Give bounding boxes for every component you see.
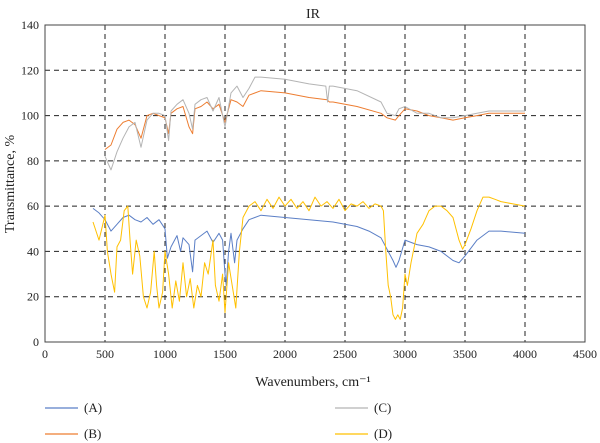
y-tick-label: 80 — [27, 154, 39, 168]
legend-label-2: (C) — [374, 400, 391, 415]
x-tick-label: 1000 — [153, 347, 177, 361]
plot-area-border — [44, 24, 586, 343]
y-tick-label: 20 — [27, 290, 39, 304]
x-tick-label: 3500 — [453, 347, 477, 361]
legend-label-3: (D) — [374, 426, 392, 441]
y-axis-ticks: 0 20 40 60 80 100 120 140 — [21, 18, 39, 349]
x-tick-label: 1500 — [213, 347, 237, 361]
chart-title: IR — [306, 7, 321, 22]
x-tick-label: 3000 — [393, 347, 417, 361]
series-line-3 — [92, 196, 526, 320]
x-axis-label: Wavenumbers, cm⁻¹ — [255, 375, 370, 390]
x-axis-ticks: 0 500 1000 1500 2000 2500 3000 3500 4000 4500 — [42, 347, 597, 361]
x-tick-label: 0 — [42, 347, 48, 361]
x-tick-label: 4000 — [513, 347, 537, 361]
y-tick-label: 40 — [27, 244, 39, 258]
series-line-1 — [104, 90, 525, 150]
grid-lines — [45, 25, 585, 342]
legend-label-0: (A) — [84, 400, 102, 415]
y-axis-label: Transmittance, % — [3, 135, 18, 234]
y-tick-label: 60 — [27, 199, 39, 213]
x-tick-label: 2500 — [333, 347, 357, 361]
y-tick-label: 120 — [21, 63, 39, 77]
x-tick-label: 2000 — [273, 347, 297, 361]
series-lines — [92, 76, 526, 320]
x-tick-label: 500 — [96, 347, 114, 361]
y-tick-label: 100 — [21, 109, 39, 123]
series-line-2 — [104, 76, 525, 171]
legend-label-1: (B) — [84, 426, 101, 441]
x-tick-label: 4500 — [573, 347, 597, 361]
y-tick-label: 140 — [21, 18, 39, 32]
legend: (A) (C) (B) (D) — [45, 400, 392, 441]
series-line-0 — [92, 208, 526, 286]
y-tick-label: 0 — [33, 335, 39, 349]
